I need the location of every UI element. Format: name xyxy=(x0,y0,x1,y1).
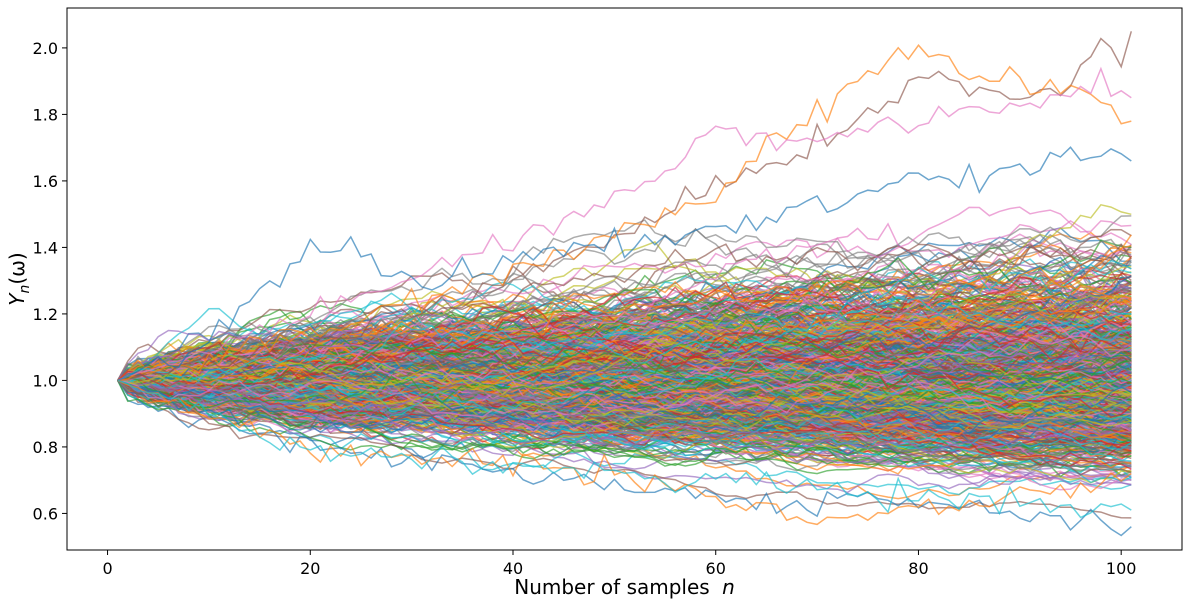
series-line xyxy=(117,233,1132,389)
y-tick-label: 1.0 xyxy=(33,371,58,390)
y-axis-label-argument: (ω) xyxy=(5,252,29,284)
x-axis-label: Number of samples n xyxy=(514,575,735,599)
y-tick-label: 1.2 xyxy=(33,305,58,324)
x-tick-label: 40 xyxy=(503,559,523,578)
y-axis-label-subscript: n xyxy=(17,285,33,294)
y-tick-label: 2.0 xyxy=(33,39,58,58)
series-line-extreme xyxy=(117,43,1132,382)
series-line xyxy=(117,290,1132,382)
series-line xyxy=(117,332,1132,382)
x-axis-label-text: Number of samples xyxy=(514,575,709,599)
plot-frame xyxy=(66,7,1183,551)
y-axis: 0.6 0.8 1.0 1.2 1.4 1.6 1.8 2.0 xyxy=(33,39,67,523)
y-axis-label: Yn(ω) xyxy=(5,252,33,305)
x-axis: 0 20 40 60 80 100 xyxy=(102,550,1136,578)
series-line xyxy=(117,358,1132,415)
series-layer xyxy=(117,31,1133,537)
series-line xyxy=(117,206,1132,387)
series-line xyxy=(117,368,1132,414)
series-line-extreme xyxy=(117,146,1132,382)
series-line xyxy=(117,343,1132,439)
series-line xyxy=(117,299,1132,393)
series-line xyxy=(117,295,1132,394)
y-tick-label: 1.8 xyxy=(33,105,58,124)
x-tick-label: 20 xyxy=(300,559,320,578)
series-line xyxy=(117,377,1132,452)
series-line xyxy=(117,379,1132,455)
series-line xyxy=(117,340,1132,392)
series-line xyxy=(117,374,1132,430)
series-line-extreme xyxy=(117,66,1132,382)
x-tick-label: 100 xyxy=(1106,559,1137,578)
x-tick-label: 80 xyxy=(908,559,928,578)
series-line-extreme xyxy=(117,31,1133,382)
series-line xyxy=(117,341,1132,418)
x-tick-label: 0 xyxy=(102,559,112,578)
y-tick-label: 1.6 xyxy=(33,172,58,191)
y-tick-label: 1.4 xyxy=(33,238,58,257)
series-line xyxy=(117,341,1132,400)
series-line xyxy=(117,351,1132,420)
series-line xyxy=(117,234,1132,382)
series-line xyxy=(117,376,1132,473)
x-axis-label-variable: n xyxy=(722,575,735,599)
y-axis-label-base: Y xyxy=(5,292,29,306)
series-line-extreme xyxy=(117,379,1132,519)
y-tick-label: 0.8 xyxy=(33,438,58,457)
x-tick-label: 60 xyxy=(706,559,726,578)
series-line xyxy=(117,291,1132,396)
y-tick-label: 0.6 xyxy=(33,504,58,523)
series-line xyxy=(117,335,1132,418)
